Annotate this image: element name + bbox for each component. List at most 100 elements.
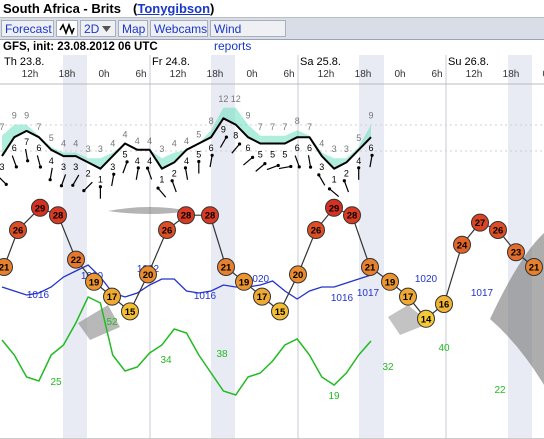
wind-arrow-icon [209, 153, 214, 168]
wind-speed-label: 5 [122, 150, 127, 160]
wind-arrow-icon [266, 163, 280, 171]
wind-speed-label: 2 [344, 168, 349, 178]
wind-speed-label: 1 [98, 175, 103, 185]
wave-icon [59, 22, 75, 36]
wind-speed-label: 3 [319, 162, 324, 172]
tab-wind-reports[interactable]: Wind reports [210, 20, 286, 53]
temperature-point: 26 [307, 221, 325, 239]
wind-speed-label: 4 [184, 156, 189, 166]
temperature-label: 26 [13, 226, 24, 237]
humidity-label: 34 [160, 355, 172, 366]
temperature-label: 20 [143, 270, 154, 281]
temperature-label: 28 [347, 211, 358, 222]
hour-tick-label: 0h [98, 69, 109, 80]
gust-label: 3 [159, 144, 164, 154]
temperature-label: 27 [475, 218, 486, 229]
wind-speed-label: 4 [147, 156, 152, 166]
gust-label: 4 [73, 139, 78, 149]
day-label: Sa 25.8. [300, 56, 341, 68]
wind-arrow-icon [11, 155, 18, 169]
temperature-point: 21 [361, 258, 379, 276]
humidity-label: 40 [438, 343, 450, 354]
temperature-point: 21 [217, 258, 235, 276]
hour-tick-label: 18h [59, 69, 76, 80]
wind-arrow-icon [369, 153, 374, 168]
tab-2d-dropdown[interactable]: 2D [80, 20, 116, 37]
wind-arrow-icon [357, 166, 361, 180]
pressure-label: 1016 [331, 293, 354, 304]
wind-arrow-icon [0, 177, 8, 186]
gust-label: 12 [218, 94, 228, 104]
temperature-label: 21 [365, 263, 376, 274]
user-link[interactable]: Tonygibson [137, 1, 211, 16]
hour-tick-label: 12h [318, 69, 335, 80]
temperature-point: 19 [381, 272, 399, 291]
hour-tick-label: 0h [246, 69, 257, 80]
temperature-label: 28 [205, 211, 216, 222]
temperature-point: 20 [289, 265, 307, 284]
temperature-point: 22 [67, 250, 85, 269]
gust-label: 7 [307, 122, 312, 132]
temperature-label: 23 [511, 248, 522, 259]
tab-graph[interactable] [56, 20, 78, 37]
temperature-label: 26 [311, 226, 322, 237]
gust-label: 7 [282, 122, 287, 132]
day-label: Su 26.8. [448, 56, 489, 68]
temperature-point: 28 [201, 206, 219, 225]
temperature-label: 26 [493, 226, 504, 237]
temperature-label: 15 [125, 307, 136, 318]
gust-label: 4 [110, 139, 115, 149]
humidity-label: 32 [382, 362, 394, 373]
hour-tick-label: 18h [503, 69, 520, 80]
wind-arrow-icon [48, 167, 53, 182]
wind-arrow-icon [82, 181, 93, 193]
humidity-label: 19 [328, 391, 340, 402]
gust-label: 8 [295, 116, 300, 126]
gust-label: 4 [122, 130, 127, 140]
gust-label: 4 [135, 136, 140, 146]
wind-speed-label: 5 [196, 150, 201, 160]
wind-arrow-icon [327, 187, 340, 198]
temperature-label: 14 [421, 314, 432, 325]
hour-tick-label: 0h [394, 69, 405, 80]
wind-speed-label: 2 [86, 168, 91, 178]
temperature-point: 24 [453, 235, 471, 254]
wind-speed-label: 3 [73, 162, 78, 172]
temperature-point: 17 [399, 287, 417, 306]
temperature-label: 21 [221, 263, 232, 274]
gust-label: 3 [344, 144, 349, 154]
temperature-label: 21 [529, 263, 540, 274]
humidity-line [1, 295, 372, 396]
temperature-label: 28 [181, 211, 192, 222]
hour-tick-label: 12h [22, 69, 39, 80]
temperature-point: 19 [85, 272, 103, 291]
temperature-point: 23 [507, 243, 525, 262]
tab-map[interactable]: Map [118, 20, 148, 37]
model-init-text: GFS, init: 23.08.2012 06 UTC [3, 41, 158, 53]
dropdown-triangle-icon [102, 26, 111, 32]
day-label: Fr 24.8. [152, 56, 190, 68]
tab-forecast[interactable]: Forecast [1, 20, 54, 37]
temperature-label: 16 [439, 300, 450, 311]
gust-label: 7 [258, 122, 263, 132]
pressure-label: 1016 [27, 290, 50, 301]
temperature-label: 19 [239, 277, 250, 288]
wind-arrow-icon [170, 179, 177, 193]
wind-speed-label: 3 [61, 162, 66, 172]
wind-arrow-icon [255, 162, 267, 172]
temperature-label: 17 [257, 292, 268, 303]
wind-arrow-icon [59, 174, 67, 188]
tab-webcams[interactable]: Webcams [150, 20, 208, 37]
temperature-point: 28 [343, 206, 361, 225]
wind-arrow-icon [122, 160, 129, 174]
gust-label: 5 [196, 130, 201, 140]
pressure-label: 1017 [357, 288, 380, 299]
gust-label: 3 [98, 144, 103, 154]
humidity-label: 52 [106, 317, 118, 328]
temperature-label: 26 [162, 226, 173, 237]
wind-arrow-icon [71, 174, 80, 187]
wind-speed-label: 6 [368, 143, 373, 153]
uncertainty-shape [388, 305, 430, 335]
pressure-label: 1020 [415, 274, 438, 285]
wind-arrow-icon [219, 135, 228, 148]
